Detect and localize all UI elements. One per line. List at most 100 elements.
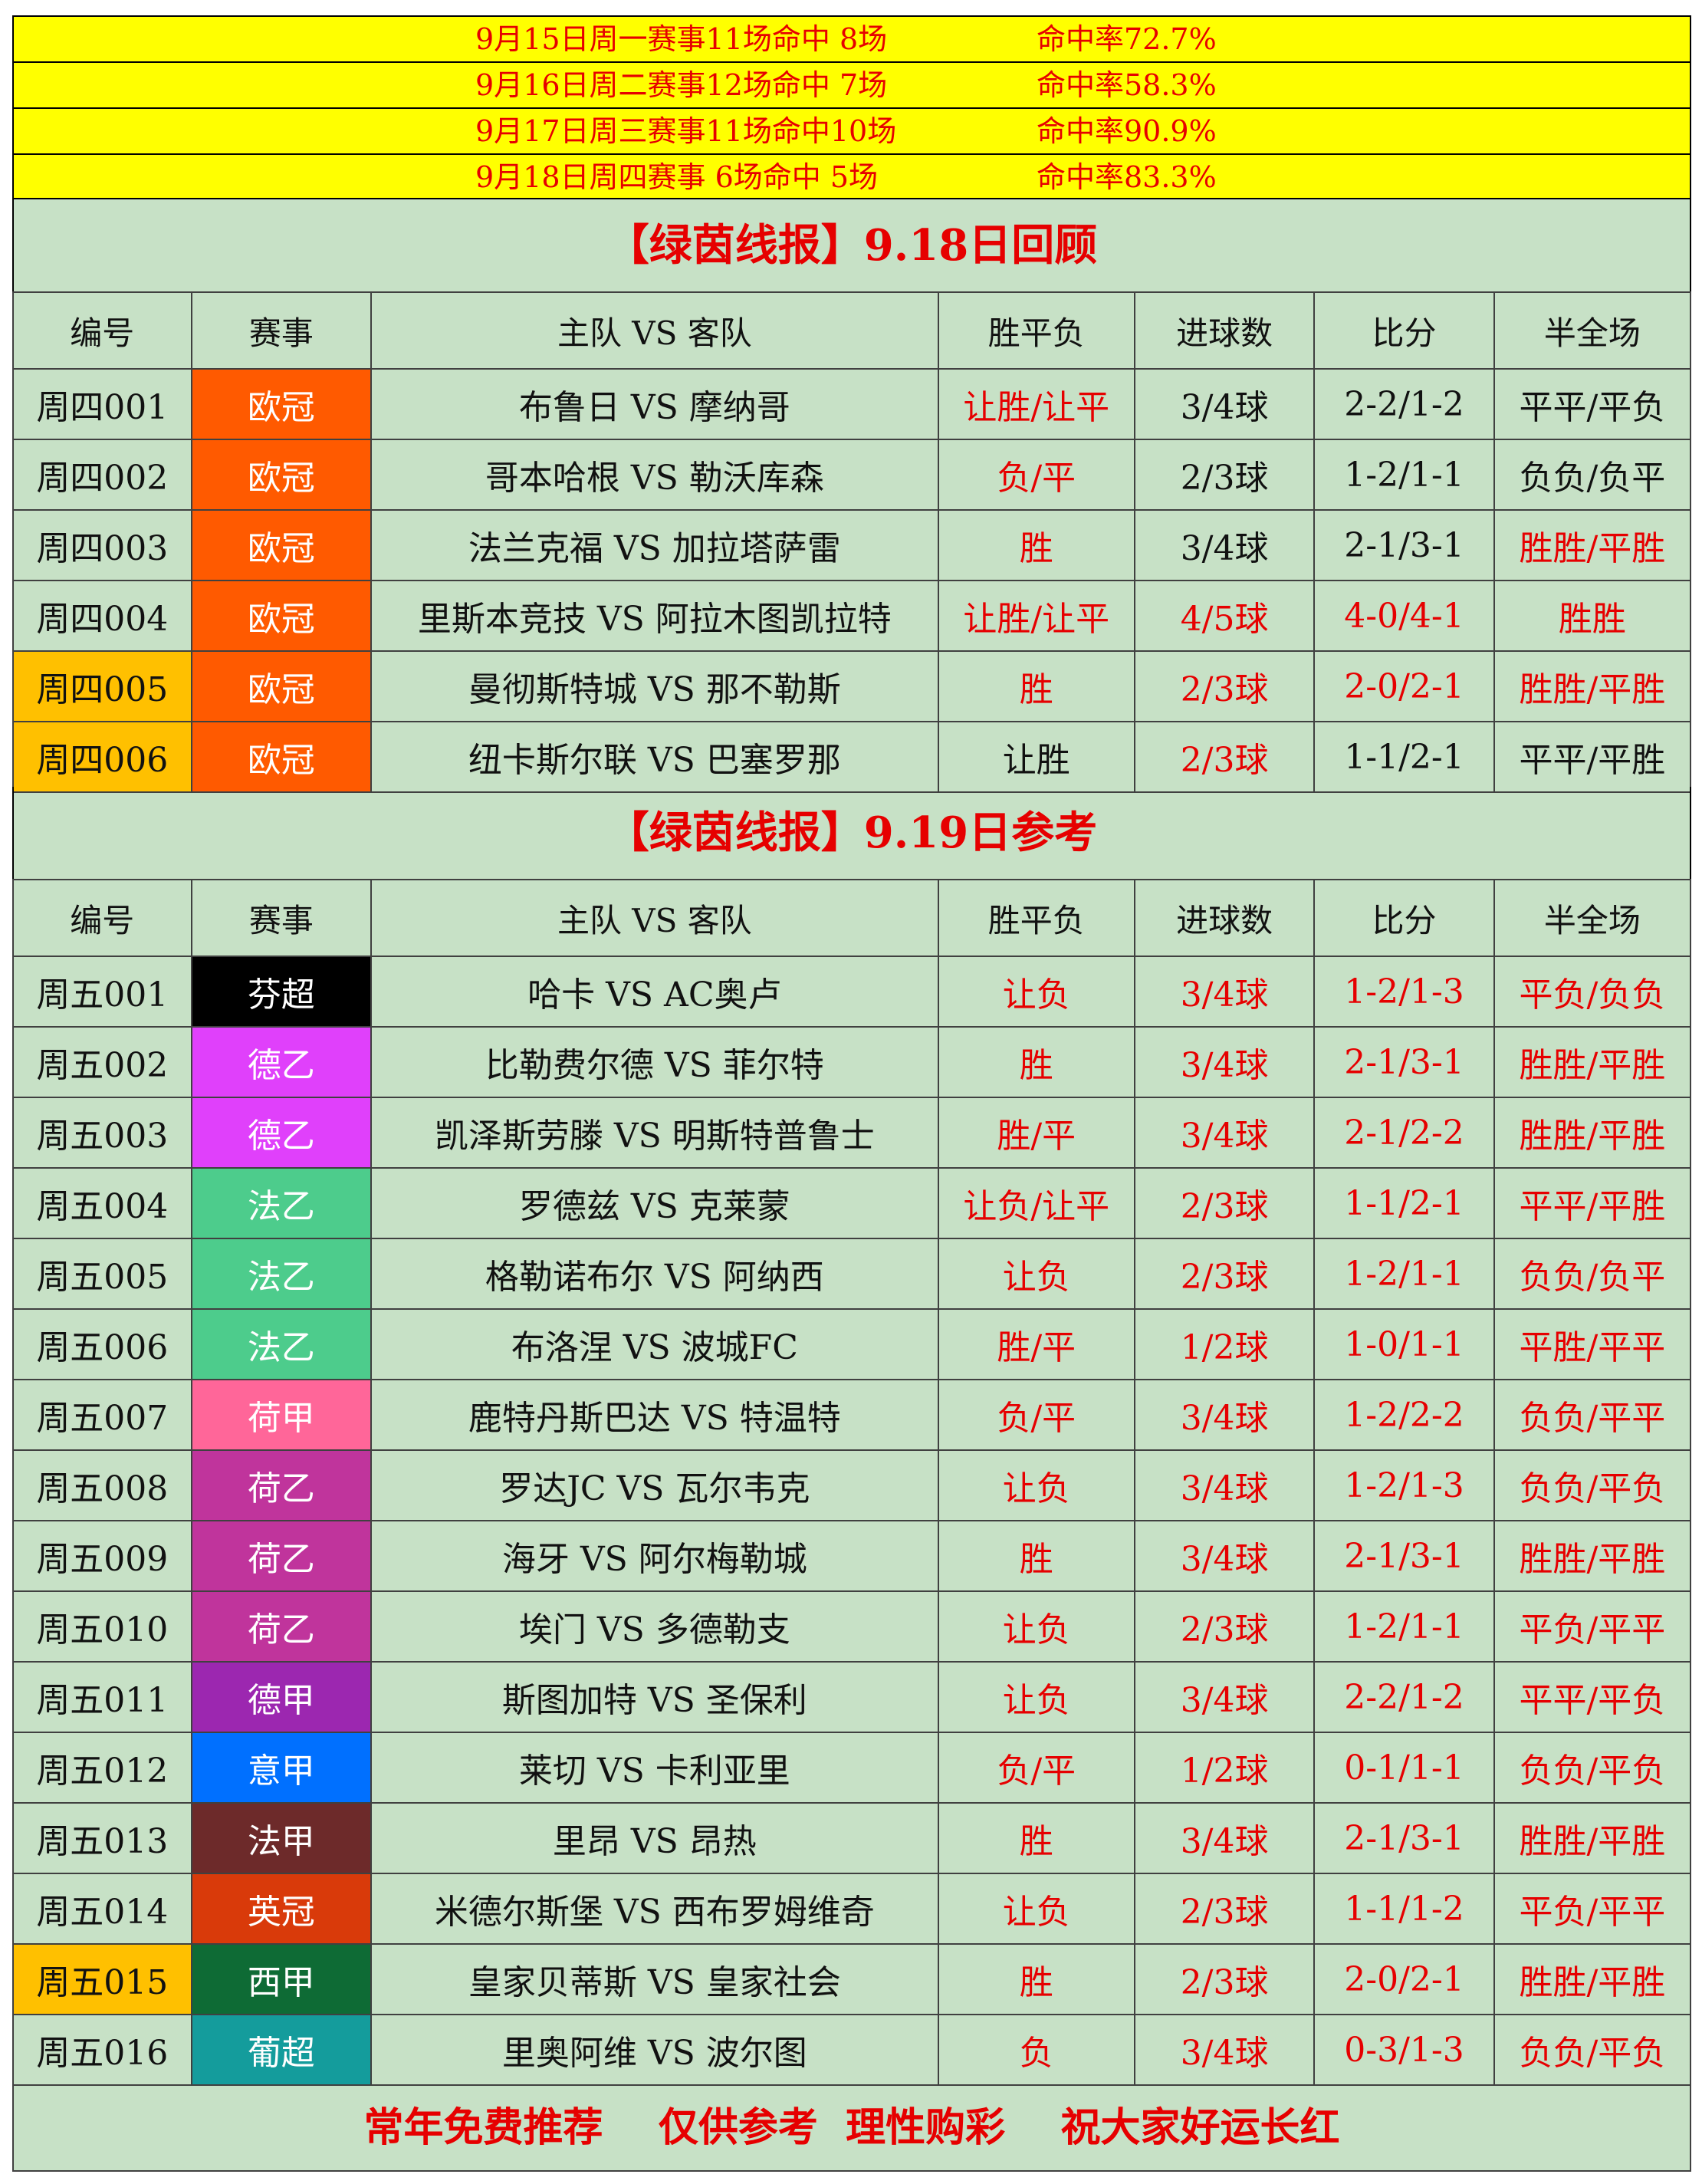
match-id: 周五002 <box>12 1026 192 1098</box>
summary-rate: 命中率72.7% <box>1037 22 1217 56</box>
league-badge: 法乙 <box>190 1308 373 1380</box>
match-result: 负/平 <box>937 439 1135 511</box>
score-pick: 1-2/1-1 <box>1313 439 1495 511</box>
half-full-time: 负负/负平 <box>1493 439 1692 511</box>
score-pick: 2-0/2-1 <box>1313 1943 1495 2015</box>
summary-row: 9月16日周二赛事12场命中 7场 命中率58.3% <box>12 61 1691 107</box>
match-teams: 斯图加特 VS 圣保利 <box>370 1661 939 1733</box>
match-id: 周四003 <box>12 509 192 581</box>
table-row: 周五010 荷乙 埃门 VS 多德勒支 让负 2/3球 1-2/1-1 平负/平平 <box>12 1590 1692 1663</box>
goal-count: 2/3球 <box>1133 1167 1316 1239</box>
table-header-row: 编号 赛事 主队 VS 客队 胜平负 进球数 比分 半全场 <box>12 879 1692 957</box>
table-row: 周五011 德甲 斯图加特 VS 圣保利 让负 3/4球 2-2/1-2 平平/平负 <box>12 1661 1692 1733</box>
match-teams: 里昂 VS 昂热 <box>370 1802 939 1874</box>
goal-count: 3/4球 <box>1133 2014 1316 2086</box>
score-pick: 1-2/1-1 <box>1313 1238 1495 1310</box>
half-full-time: 胜胜/平胜 <box>1493 650 1692 722</box>
match-result: 胜/平 <box>937 1097 1135 1169</box>
goal-count: 3/4球 <box>1133 1449 1316 1521</box>
match-result: 负 <box>937 2014 1135 2086</box>
table-row: 周五009 荷乙 海牙 VS 阿尔梅勒城胜 3/4球 2-1/3-1 胜胜/平胜 <box>12 1520 1692 1592</box>
match-teams: 凯泽斯劳滕 VS 明斯特普鲁士 <box>370 1097 939 1169</box>
half-full-time: 胜胜/平胜 <box>1493 1802 1692 1874</box>
match-result: 负/平 <box>937 1379 1135 1451</box>
goal-count: 3/4球 <box>1133 1520 1316 1592</box>
match-teams: 罗达JC VS 瓦尔韦克 <box>370 1449 939 1521</box>
goal-count: 1/2球 <box>1133 1732 1316 1804</box>
column-header: 比分 <box>1313 879 1495 957</box>
match-id: 周五012 <box>12 1732 192 1804</box>
goal-count: 1/2球 <box>1133 1308 1316 1380</box>
match-result: 负/平 <box>937 1732 1135 1804</box>
column-header: 胜平负 <box>937 879 1135 957</box>
league-badge: 芬超 <box>190 956 373 1028</box>
summary-hits: 9月15日周一赛事11场命中 8场 <box>475 22 888 56</box>
match-id: 周五016 <box>12 2014 192 2086</box>
column-header: 主队 VS 客队 <box>370 879 939 957</box>
column-header: 编号 <box>12 291 192 370</box>
league-badge: 欧冠 <box>190 368 373 440</box>
goal-count: 3/4球 <box>1133 956 1316 1028</box>
match-id: 周四006 <box>12 721 192 793</box>
table-row: 周四004 欧冠 里斯本竞技 VS 阿拉木图凯拉特 让胜/让平 4/5球 4-0/4-1 胜… <box>12 580 1692 652</box>
goal-count: 3/4球 <box>1133 1097 1316 1169</box>
table-row: 周四005 欧冠 曼彻斯特城 VS 那不勒斯胜 2/3球 2-0/2-1 胜胜/平胜 <box>12 650 1692 722</box>
table-row: 周四006 欧冠 纽卡斯尔联 VS 巴塞罗那 让胜 2/3球 1-1/2-1 平平/平胜 <box>12 721 1692 793</box>
summary-row: 9月18日周四赛事 6场命中 5场 命中率83.3% <box>12 153 1691 199</box>
match-teams: 布洛涅 VS 波城FC <box>370 1308 939 1380</box>
league-badge: 欧冠 <box>190 509 373 581</box>
match-teams: 里奥阿维 VS 波尔图 <box>370 2014 939 2086</box>
match-result: 胜 <box>937 509 1135 581</box>
half-full-time: 平平/平胜 <box>1493 721 1692 793</box>
table-row: 周五008 荷乙 罗达JC VS 瓦尔韦克 让负 3/4球 1-2/1-3 负负/平负 <box>12 1449 1692 1521</box>
goal-count: 3/4球 <box>1133 368 1316 440</box>
league-badge: 荷乙 <box>190 1520 373 1592</box>
prediction-sheet: 9月15日周一赛事11场命中 8场 命中率72.7% 9月16日周二赛事12场命中 … <box>12 15 1692 2172</box>
league-badge: 葡超 <box>190 2014 373 2086</box>
half-full-time: 平负/平平 <box>1493 1873 1692 1945</box>
goal-count: 2/3球 <box>1133 1590 1316 1663</box>
match-teams: 罗德兹 VS 克莱蒙 <box>370 1167 939 1239</box>
half-full-time: 平胜/平平 <box>1493 1308 1692 1380</box>
match-teams: 埃门 VS 多德勒支 <box>370 1590 939 1663</box>
score-pick: 1-2/1-1 <box>1313 1590 1495 1663</box>
goal-count: 3/4球 <box>1133 1802 1316 1874</box>
match-id: 周五007 <box>12 1379 192 1451</box>
match-teams: 鹿特丹斯巴达 VS 特温特 <box>370 1379 939 1451</box>
league-badge: 欧冠 <box>190 439 373 511</box>
score-pick: 2-2/1-2 <box>1313 1661 1495 1733</box>
score-pick: 1-0/1-1 <box>1313 1308 1495 1380</box>
match-id: 周五003 <box>12 1097 192 1169</box>
table-row: 周五005 法乙 格勒诺布尔 VS 阿纳西 让负 2/3球 1-2/1-1 负负/负平 <box>12 1238 1692 1310</box>
table-row: 周五016 葡超 里奥阿维 VS 波尔图负 3/4球 0-3/1-3 负负/平负 <box>12 2014 1692 2086</box>
score-pick: 2-1/3-1 <box>1313 509 1495 581</box>
match-id: 周四005 <box>12 650 192 722</box>
match-teams: 纽卡斯尔联 VS 巴塞罗那 <box>370 721 939 793</box>
match-result: 让负 <box>937 1873 1135 1945</box>
column-header: 主队 VS 客队 <box>370 291 939 370</box>
match-teams: 法兰克福 VS 加拉塔萨雷 <box>370 509 939 581</box>
match-id: 周五011 <box>12 1661 192 1733</box>
half-full-time: 负负/平平 <box>1493 1379 1692 1451</box>
match-result: 让胜 <box>937 721 1135 793</box>
table-row: 周五003 德乙 凯泽斯劳滕 VS 明斯特普鲁士 胜/平 3/4球 2-1/2-2 胜胜/平… <box>12 1097 1692 1169</box>
match-result: 让胜/让平 <box>937 580 1135 652</box>
summary-row: 9月17日周三赛事11场命中10场 命中率90.9% <box>12 107 1691 153</box>
match-teams: 布鲁日 VS 摩纳哥 <box>370 368 939 440</box>
score-pick: 2-1/2-2 <box>1313 1097 1495 1169</box>
table-row: 周五001 芬超 哈卡 VS AC奥卢 让负 3/4球 1-2/1-3 平负/负负 <box>12 956 1692 1028</box>
goal-count: 2/3球 <box>1133 439 1316 511</box>
league-badge: 英冠 <box>190 1873 373 1945</box>
half-full-time: 胜胜/平胜 <box>1493 1026 1692 1098</box>
table-row: 周四002 欧冠 哥本哈根 VS 勒沃库森 负/平 2/3球 1-2/1-1 负负/负平 <box>12 439 1692 511</box>
score-pick: 1-1/1-2 <box>1313 1873 1495 1945</box>
reference-table: 编号 赛事 主队 VS 客队 胜平负 进球数 比分 半全场 周五001 芬超 哈卡 VS AC奥卢… <box>12 879 1692 2086</box>
match-id: 周五013 <box>12 1802 192 1874</box>
match-teams: 海牙 VS 阿尔梅勒城 <box>370 1520 939 1592</box>
table-row: 周五004 法乙 罗德兹 VS 克莱蒙 让负/让平 2/3球 1-1/2-1 平平/平胜 <box>12 1167 1692 1239</box>
half-full-time: 胜胜 <box>1493 580 1692 652</box>
league-badge: 荷乙 <box>190 1449 373 1521</box>
score-pick: 0-3/1-3 <box>1313 2014 1495 2086</box>
goal-count: 4/5球 <box>1133 580 1316 652</box>
score-pick: 2-2/1-2 <box>1313 368 1495 440</box>
